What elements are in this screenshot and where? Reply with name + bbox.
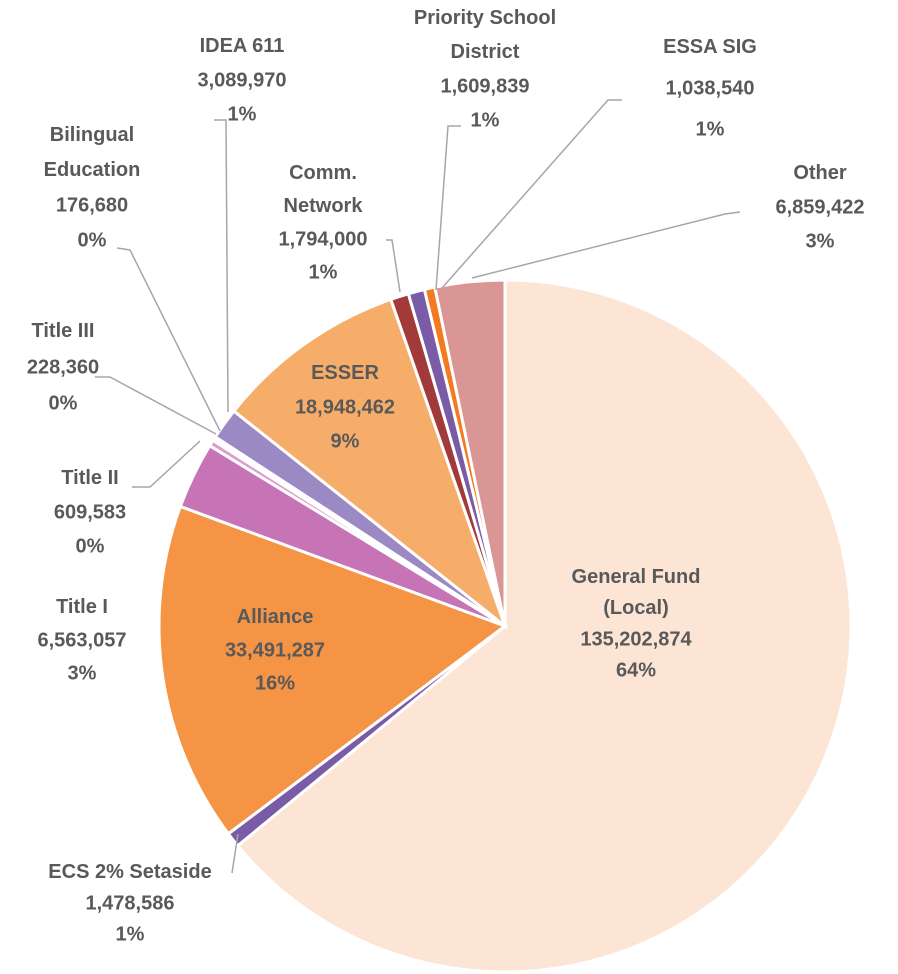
category-label: Comm. Network [284,162,364,217]
value-label: 1,609,839 [441,75,530,97]
category-label: Alliance [237,606,314,628]
leader-line [132,440,201,488]
percent-label: 3% [806,230,835,252]
value-label: 1,038,540 [666,77,755,99]
percent-label: 16% [255,672,295,694]
leader-line [116,247,221,432]
percent-label: 0% [78,229,107,251]
category-label: ECS 2% Setaside [48,861,211,883]
value-label: 3,089,970 [198,69,287,91]
category-label: Bilingual Education [44,124,141,181]
value-label: 6,859,422 [776,196,865,218]
percent-label: 9% [331,430,360,452]
category-label: Priority School District [414,7,556,63]
value-label: 18,948,462 [295,396,395,418]
data-label: Other 6,859,422 3% [471,162,865,279]
data-label: Bilingual Education 176,680 0% [44,124,221,432]
data-label: Title II 609,583 0% [54,440,201,557]
data-label: ESSA SIG 1,038,540 1% [441,36,757,289]
category-label: ESSER [311,362,379,384]
leader-line [214,119,229,413]
data-label: IDEA 611 3,089,970 1% [198,35,287,413]
data-label: ESSER 18,948,462 9% [295,362,395,452]
pie-slice [235,278,853,974]
pie-slice [231,297,509,631]
value-label: 135,202,874 [580,628,692,650]
category-label: ESSA SIG [663,36,757,58]
percent-label: 1% [309,261,338,283]
percent-label: 64% [616,659,656,681]
percent-label: 0% [76,535,105,557]
leader-line [471,211,741,279]
category-label: IDEA 611 [200,35,285,57]
data-label: Title III 228,360 0% [27,320,217,435]
leader-line [441,99,622,289]
value-label: 6,563,057 [38,629,127,651]
leader-line [435,125,461,291]
leader-line [231,833,239,874]
pie-slice [157,504,509,836]
value-label: 1,478,586 [86,892,175,914]
value-label: 1,794,000 [279,228,368,250]
category-label: Title I [56,596,108,618]
data-label: ECS 2% Setaside 1,478,586 1% [48,833,239,945]
leader-line [95,376,217,435]
pie-slice [433,278,507,627]
value-label: 176,680 [56,194,128,216]
data-label: Alliance 33,491,287 16% [225,606,325,694]
percent-label: 1% [228,103,257,125]
value-label: 609,583 [54,501,126,523]
data-label: Title I 6,563,057 3% [38,596,127,684]
leader-line [386,239,401,293]
category-label: General Fund (Local) [572,566,701,619]
category-label: Other [793,162,847,184]
percent-label: 1% [116,923,145,945]
value-label: 228,360 [27,356,99,378]
data-label: Priority School District 1,609,839 1% [414,7,556,291]
percent-label: 0% [49,392,78,414]
percent-label: 1% [471,109,500,131]
category-label: Title III [32,320,95,342]
value-label: 33,491,287 [225,639,325,661]
data-label: Comm. Network 1,794,000 1% [279,162,401,293]
data-label: General Fund (Local) 135,202,874 64% [572,566,701,681]
percent-label: 3% [68,662,97,684]
percent-label: 1% [696,118,725,140]
category-label: Title II [61,467,118,489]
